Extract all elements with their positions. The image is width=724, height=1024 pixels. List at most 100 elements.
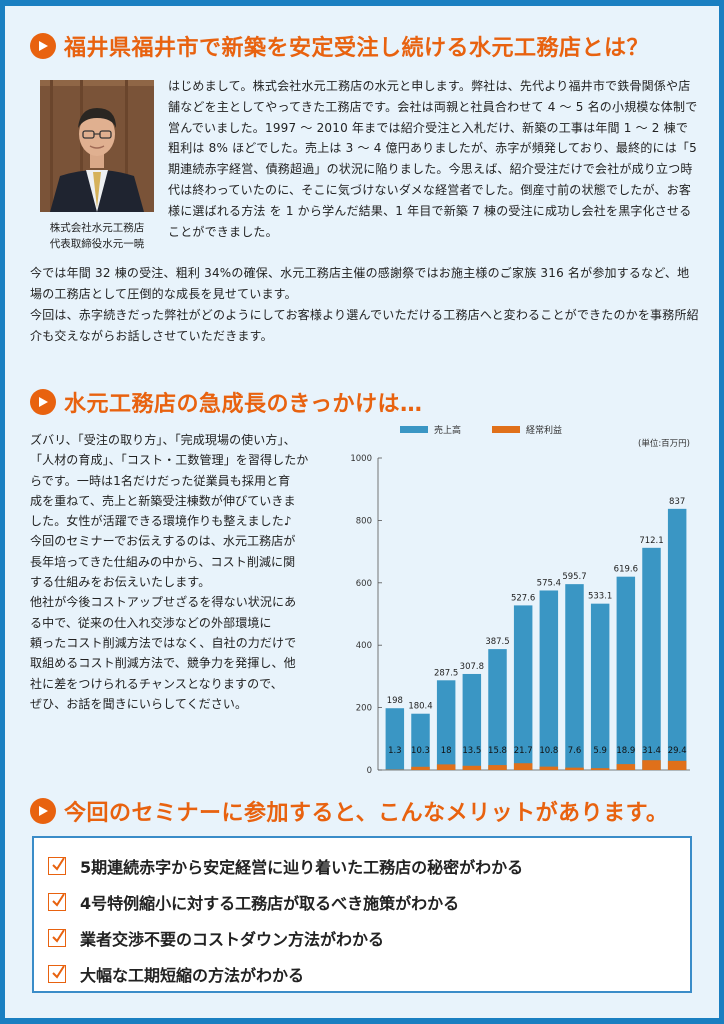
y-tick-label: 200	[356, 704, 372, 714]
profit-bar	[411, 766, 430, 770]
benefits-box: 5期連続赤字から安定経営に辿り着いた工務店の秘密がわかる 4号特例縮小に対する工…	[32, 836, 692, 993]
profit-value-label: 18.9	[616, 746, 635, 756]
frame-right	[719, 0, 724, 1024]
profit-bar	[667, 760, 687, 770]
sales-value-label: 198	[387, 696, 403, 706]
profit-bar	[565, 767, 584, 770]
body-line: 成を重ねて、売上と新築受注棟数が伸びていきま	[30, 493, 296, 508]
play-icon	[30, 389, 56, 415]
frame-top	[0, 0, 724, 6]
body-line: する仕組みをお伝えいたします。	[30, 575, 211, 590]
sales-value-label: 527.6	[511, 593, 535, 603]
heading-text: 水元工務店の急成長のきっかけは…	[64, 392, 423, 417]
sales-value-label: 287.5	[434, 668, 458, 678]
body-line: ズバリ、「受注の取り方」、「完成現場の使い方」、	[30, 433, 296, 447]
body-line: した。女性が活躍できる環境作りも整えました♪	[30, 514, 292, 529]
benefit-item: 5期連続赤字から安定経営に辿り着いた工務店の秘密がわかる	[48, 848, 690, 884]
heading-text: 今回のセミナーに参加すると、こんなメリットがあります。	[64, 801, 669, 826]
checkbox-icon	[48, 929, 66, 947]
profit-bar	[539, 766, 559, 770]
section-heading-growth: 水元工務店の急成長のきっかけは…	[30, 386, 422, 418]
profit-bar	[488, 765, 507, 770]
sales-value-label: 180.4	[408, 702, 432, 712]
profit-value-label: 5.9	[593, 746, 607, 756]
checkbox-icon	[48, 857, 66, 875]
chart-unit-label: (単位:百万円)	[638, 438, 690, 449]
sales-bar	[488, 649, 507, 770]
intro-paragraph-3: 今回は、赤字続きだった弊社がどのようにしてお客様より選んでいただける工務店へと変…	[30, 308, 699, 343]
body-line: 頼ったコスト削減方法ではなく、自社の力だけで	[30, 635, 297, 650]
y-tick-label: 400	[356, 641, 372, 651]
legend-label-sales: 売上高	[434, 424, 461, 436]
sales-bar	[539, 590, 559, 770]
section-heading-benefits: 今回のセミナーに参加すると、こんなメリットがあります。	[30, 795, 668, 827]
sales-bar	[667, 508, 687, 770]
sales-bar	[565, 584, 584, 770]
profit-bar	[590, 768, 610, 770]
heading-text: 福井県福井市で新築を安定受注し続ける水元工務店とは？	[64, 36, 650, 61]
profit-value-label: 18	[441, 746, 452, 756]
intro-paragraph-2: 今では年間 32 棟の受注、粗利 34%の確保、水元工務店主催の感謝祭ではお施主…	[30, 266, 690, 301]
benefit-item: 4号特例縮小に対する工務店が取るべき施策がわかる	[48, 884, 690, 920]
body-line: 取組めるコスト削減方法で、競争力を発揮し、他	[30, 656, 296, 671]
frame-bottom	[0, 1018, 724, 1024]
body-line: ぜひ、お話を聞きにいらしてください。	[30, 696, 248, 711]
body-line: らです。一時は1名だけだった従業員も採用と育	[30, 473, 291, 488]
sales-bar	[616, 576, 636, 770]
y-tick-label: 1000	[350, 454, 372, 464]
sales-bar	[513, 605, 533, 770]
body-line: 長年培ってきた仕組みの中から、コスト削減に関	[30, 554, 296, 569]
sales-value-label: 837	[669, 497, 685, 507]
profit-value-label: 10.8	[539, 746, 558, 756]
legend-label-profit: 経常利益	[526, 424, 562, 436]
sales-bar	[385, 708, 405, 770]
y-tick-label: 600	[356, 579, 372, 589]
body-line: 社に差をつけられるチャンスとなりますので、	[30, 676, 283, 691]
sales-value-label: 387.5	[485, 637, 509, 647]
caption-company: 株式会社水元工務店	[49, 222, 145, 234]
chart-legend: 売上高 経常利益 (単位:百万円)	[400, 424, 690, 449]
photo-caption: 株式会社水元工務店 代表取締役水元一暁	[32, 220, 162, 252]
growth-body: ズバリ、「受注の取り方」、「完成現場の使い方」、 「人材の育成」、「コスト・工数…	[30, 430, 348, 714]
sales-bar	[642, 547, 661, 770]
benefit-text: 業者交渉不要のコストダウン方法がわかる	[80, 930, 385, 949]
profit-bar	[436, 764, 456, 770]
sales-bar	[411, 713, 430, 770]
benefit-item: 大幅な工期短縮の方法がわかる	[48, 956, 690, 992]
president-photo	[40, 80, 154, 212]
play-icon	[30, 798, 56, 824]
sales-value-label: 712.1	[639, 536, 663, 546]
checkbox-icon	[48, 965, 66, 983]
benefit-text: 大幅な工期短縮の方法がわかる	[80, 966, 305, 985]
profit-value-label: 13.5	[462, 746, 481, 756]
profit-value-label: 31.4	[642, 746, 661, 756]
intro-continued: 今では年間 32 棟の受注、粗利 34%の確保、水元工務店主催の感謝祭ではお施主…	[30, 263, 700, 347]
intro-paragraph: はじめまして。株式会社水元工務店の水元と申します。弊社は、先代より福井市で鉄骨関…	[168, 79, 698, 239]
profit-bar	[513, 763, 533, 770]
profit-value-label: 10.3	[411, 746, 430, 756]
sales-value-label: 533.1	[588, 592, 612, 602]
profit-bar	[642, 760, 661, 770]
frame-left	[0, 0, 5, 1024]
caption-title: 代表取締役水元一暁	[49, 238, 145, 250]
play-icon	[30, 33, 56, 59]
profit-value-label: 7.6	[568, 746, 582, 756]
sales-value-label: 575.4	[537, 578, 561, 588]
profit-bar	[616, 764, 636, 770]
profit-value-label: 1.3	[388, 746, 402, 756]
y-axis: 0 200 400 600 800 1000	[350, 454, 690, 776]
benefit-text: 5期連続赤字から安定経営に辿り着いた工務店の秘密がわかる	[80, 858, 524, 877]
sales-value-label: 619.6	[614, 565, 638, 575]
legend-swatch-sales	[400, 426, 428, 433]
body-line: 今回のセミナーでお伝えするのは、水元工務店が	[30, 534, 296, 549]
body-line: る中で、従来の仕入れ交渉などの外部環境に	[30, 615, 272, 630]
bar-series: 198 1.3 180.4 10.3 287.5 18 307.8 13.5 387.5 15.8…	[385, 497, 687, 770]
section-heading-about: 福井県福井市で新築を安定受注し続ける水元工務店とは？	[30, 30, 649, 62]
profit-value-label: 15.8	[488, 746, 507, 756]
sales-bar	[590, 603, 610, 770]
y-tick-label: 800	[356, 516, 372, 526]
body-line: 「人材の育成」、「コスト・工数管理」を習得したか	[30, 453, 309, 468]
benefit-item: 業者交渉不要のコストダウン方法がわかる	[48, 920, 690, 956]
profit-value-label: 29.4	[668, 746, 687, 756]
